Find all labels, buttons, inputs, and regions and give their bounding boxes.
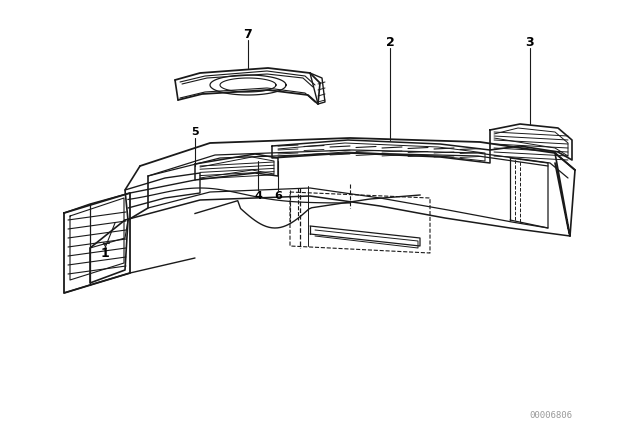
Text: 4: 4 — [254, 191, 262, 201]
Text: 3: 3 — [525, 35, 534, 48]
Text: 2: 2 — [386, 35, 394, 48]
Text: 5: 5 — [191, 127, 199, 137]
Text: 1: 1 — [100, 246, 109, 259]
Text: 6: 6 — [274, 191, 282, 201]
Text: 7: 7 — [244, 27, 252, 40]
Text: 00006806: 00006806 — [529, 411, 572, 420]
